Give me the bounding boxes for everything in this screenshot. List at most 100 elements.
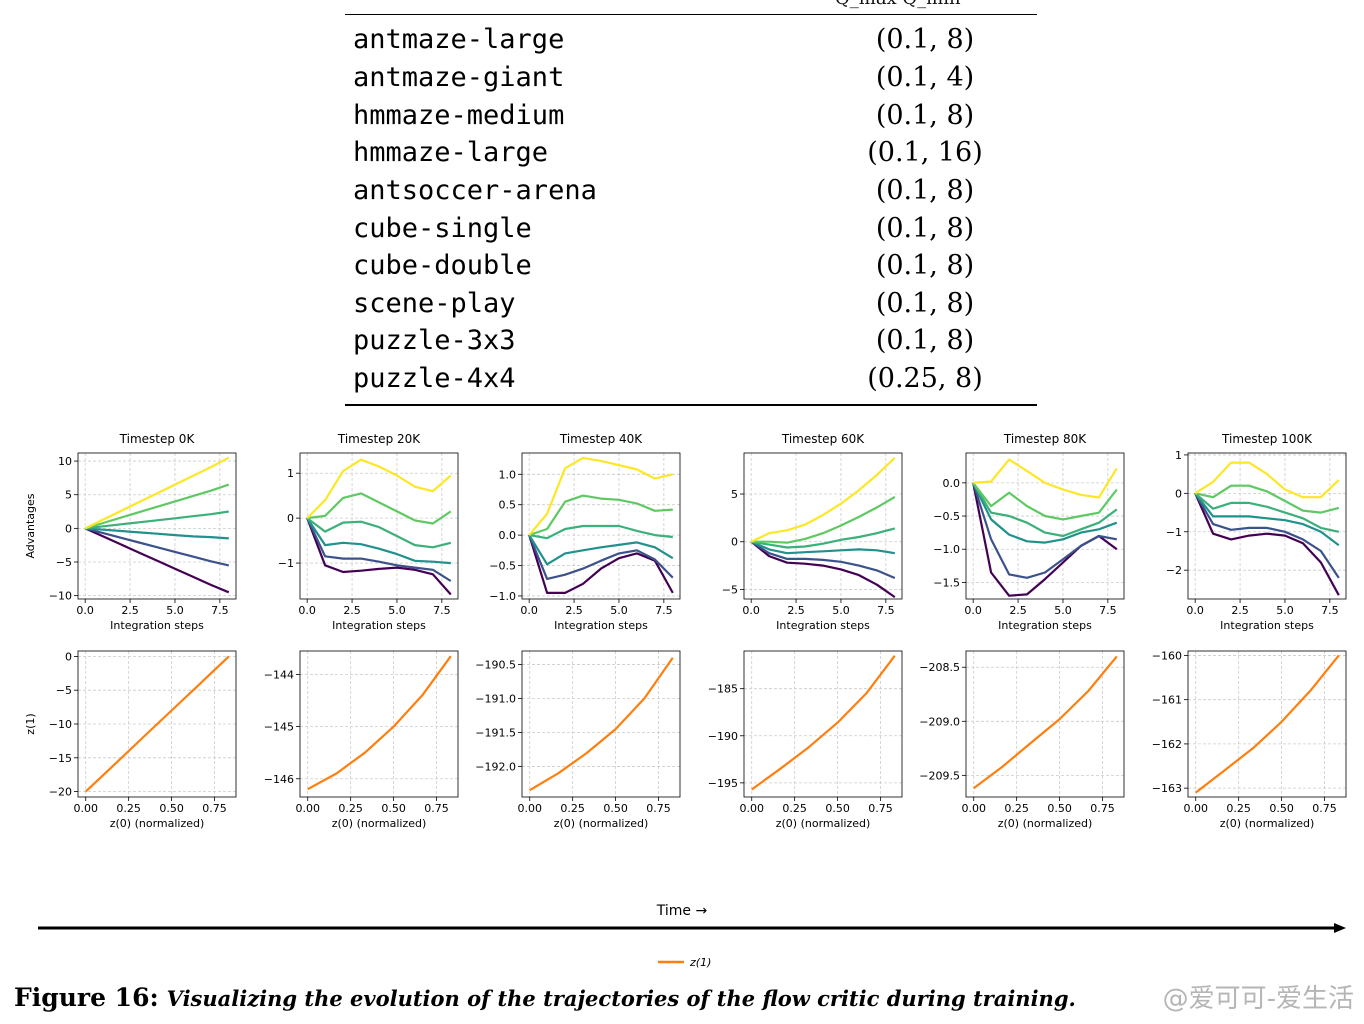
x-tick-label: 0.0	[76, 604, 94, 617]
y-tick-label: −146	[264, 773, 294, 786]
x-tick-label: 2.5	[1231, 604, 1249, 617]
series-line	[84, 456, 230, 530]
y-tick-label: −192.0	[475, 760, 516, 773]
x-tick-label: 5.0	[832, 604, 850, 617]
x-tick-label: 0.75	[646, 802, 671, 815]
chart-panel: 0.0 2.5 5.0 7.5 10 5 0 −5 −10 Timestep 0K Integrat…	[24, 432, 237, 632]
chart-panel: 0.00 0.25 0.50 0.75 0 −5 −10 −15 −20 z(0) (normal…	[24, 650, 237, 830]
q-range-value: (0.1, 8)	[875, 24, 975, 55]
series-line	[1194, 461, 1340, 499]
figure-caption: Figure 16: Visualizing the evolution of …	[14, 983, 1076, 1012]
y-tick-label: −0.5	[489, 560, 516, 573]
series-line	[1194, 492, 1340, 547]
series-line	[972, 482, 1118, 521]
chart-panel: 0.00 0.25 0.50 0.75 −185 −190 −195 z(0) (normal…	[708, 650, 903, 830]
x-tick-label: 7.5	[1321, 604, 1339, 617]
y-tick-label: 5	[731, 488, 738, 501]
y-tick-label: 0	[731, 536, 738, 549]
y-tick-label: −191.5	[475, 726, 516, 739]
chart-panel: 0.00 0.25 0.50 0.75 −190.5 −191.0 −191.5 −192.0…	[475, 650, 681, 830]
x-axis-label: z(0) (normalized)	[110, 817, 205, 830]
x-axis-label: Integration steps	[776, 619, 870, 632]
x-axis-label: Integration steps	[998, 619, 1092, 632]
x-tick-label: 2.5	[565, 604, 583, 617]
y-tick-label: −185	[708, 683, 738, 696]
x-axis-label: Integration steps	[332, 619, 426, 632]
x-tick-label: 0.75	[868, 802, 893, 815]
y-tick-label: −20	[49, 786, 72, 799]
x-tick-label: 7.5	[211, 604, 229, 617]
x-tick-label: 5.0	[610, 604, 628, 617]
chart-title: Timestep 20K	[337, 432, 421, 446]
y-tick-label: −1.0	[933, 543, 960, 556]
x-tick-label: 0.75	[202, 802, 227, 815]
series-line	[84, 527, 230, 567]
series-line	[1194, 492, 1340, 596]
watermark: @爱可可-爱生活	[1162, 984, 1354, 1014]
series-line	[751, 527, 896, 549]
x-tick-label: 0.25	[116, 802, 141, 815]
series-line	[84, 483, 230, 530]
chart-panel: 0.00 0.25 0.50 0.75 −208.5 −209.0 −209.5 z(0) (…	[919, 650, 1125, 830]
chart-panel: 0.0 2.5 5.0 7.5 1 0 −1 Timestep 20K Integration …	[278, 432, 459, 632]
series-line	[750, 540, 896, 599]
series-line	[972, 482, 1118, 544]
x-tick-label: 5.0	[1054, 604, 1072, 617]
x-tick-label: 0.50	[381, 802, 406, 815]
x-tick-label: 0.50	[1269, 802, 1294, 815]
x-tick-label: 5.0	[166, 604, 184, 617]
x-tick-label: 0.50	[159, 802, 184, 815]
plot-frame	[521, 452, 681, 600]
table-row: puzzle-4x4 (0.25, 8)	[345, 360, 1037, 397]
y-tick-label: −2	[1166, 564, 1182, 577]
series-line	[1194, 492, 1340, 579]
chart-panel: 0.0 2.5 5.0 7.5 5 0 −5 Timestep 60K Integration …	[722, 432, 903, 632]
plot-frame	[965, 650, 1125, 798]
series-line	[529, 524, 673, 540]
series-line	[528, 534, 674, 581]
x-tick-label: 7.5	[655, 604, 673, 617]
y-tick-label: 0	[287, 512, 294, 525]
y-tick-label: −10	[49, 718, 72, 731]
q-range-value: (0.1, 4)	[875, 62, 975, 93]
x-tick-label: 0.50	[825, 802, 850, 815]
legend-label: z(1)	[689, 956, 711, 969]
y-tick-label: 0	[1175, 487, 1182, 500]
y-tick-label: −163	[1152, 782, 1182, 795]
env-name: puzzle-3x3	[353, 325, 516, 356]
table-bottom-rule	[345, 404, 1037, 406]
series-line	[750, 540, 895, 555]
x-axis-label: Integration steps	[110, 619, 204, 632]
series-line	[528, 494, 673, 537]
series-line	[528, 534, 674, 595]
x-axis-label: Integration steps	[1220, 619, 1314, 632]
series-line	[306, 517, 452, 582]
y-tick-label: 1.0	[499, 468, 517, 481]
y-tick-label: −162	[1152, 738, 1182, 751]
table-row: scene-play (0.1, 8)	[345, 285, 1037, 322]
series-line	[972, 482, 1118, 538]
env-name: antmaze-large	[353, 24, 565, 55]
y-tick-label: 0	[65, 522, 72, 535]
table-row: cube-double (0.1, 8)	[345, 247, 1037, 284]
x-tick-label: 0.75	[1090, 802, 1115, 815]
series-line	[84, 655, 230, 793]
chart-title: Timestep 0K	[119, 432, 196, 446]
series-line	[750, 540, 896, 580]
series-line	[84, 527, 230, 594]
x-axis-label: z(0) (normalized)	[1220, 817, 1315, 830]
series-line	[307, 492, 452, 525]
chart-title: Timestep 40K	[559, 432, 643, 446]
env-name: cube-single	[353, 213, 532, 244]
y-tick-label: −145	[264, 721, 294, 734]
series-line	[306, 517, 452, 549]
x-tick-label: 0.0	[1186, 604, 1204, 617]
y-tick-label: −144	[264, 668, 294, 681]
y-tick-label: −5	[56, 684, 72, 697]
plot-frame	[521, 650, 681, 798]
series-line	[528, 456, 674, 536]
chart-title: Timestep 100K	[1221, 432, 1313, 446]
y-tick-label: −191.0	[475, 693, 516, 706]
q-range-value: (0.1, 8)	[875, 175, 975, 206]
